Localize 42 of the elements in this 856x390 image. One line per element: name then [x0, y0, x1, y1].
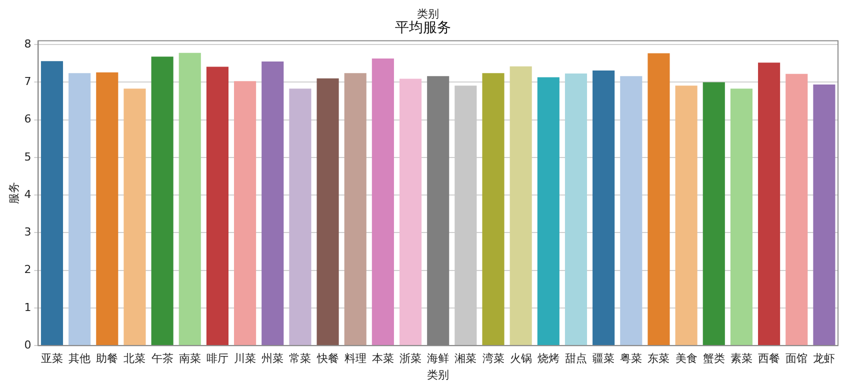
x-tick-label: 蟹类 [702, 352, 725, 366]
y-tick-label: 0 [24, 338, 32, 352]
x-tick-label: 湘菜 [454, 352, 477, 366]
x-tick-label: 本菜 [372, 352, 394, 366]
x-tick-label: 火锅 [510, 352, 532, 366]
x-tick-label: 快餐 [316, 352, 339, 366]
x-tick-label: 西餐 [758, 352, 780, 366]
y-tick-label: 6 [24, 112, 32, 126]
x-tick-label: 美食 [675, 352, 698, 366]
x-tick-label: 海鲜 [427, 352, 450, 366]
y-tick-label: 4 [24, 188, 32, 201]
text: 类别 [417, 7, 439, 20]
x-tick-label: 亚菜 [40, 352, 63, 366]
x-tick-label: 北菜 [124, 352, 146, 366]
x-tick-label: 素菜 [730, 352, 752, 366]
x-tick-label: 料理 [344, 352, 366, 366]
x-tick-label: 其他 [68, 352, 91, 366]
x-tick-label: 浙菜 [400, 352, 422, 366]
x-tick-label: 甜点 [564, 352, 587, 366]
y-tick-label: 3 [24, 226, 32, 239]
x-tick-label: 常菜 [289, 352, 312, 366]
x-tick-label: 疆菜 [592, 352, 615, 366]
y-tick-label: 8 [24, 37, 32, 50]
x-tick-label: 助餐 [96, 352, 118, 366]
y-tick-label: 5 [24, 150, 32, 164]
y-tick-label: 2 [24, 263, 32, 276]
x-tick-label: 午茶 [151, 352, 174, 366]
x-tick-label: 啡厅 [206, 352, 228, 366]
y-tick-label: 7 [24, 75, 32, 88]
x-tick-label: 烧烤 [537, 352, 560, 366]
x-tick-label: 东菜 [648, 352, 670, 366]
x-tick-label: 川菜 [234, 352, 256, 366]
chart-title: 平均服务 [395, 20, 451, 36]
x-tick-label: 湾菜 [482, 352, 504, 366]
x-tick-label: 粤菜 [620, 352, 642, 366]
x-tick-label: 龙虾 [813, 352, 836, 366]
y-axis-title: 服务 [7, 182, 20, 204]
x-tick-label: 州菜 [262, 352, 284, 366]
x-axis-title: 类别 [427, 368, 450, 382]
y-tick-label: 1 [24, 300, 32, 314]
x-tick-label: 南菜 [178, 352, 201, 366]
x-tick-label: 面馆 [786, 352, 808, 366]
